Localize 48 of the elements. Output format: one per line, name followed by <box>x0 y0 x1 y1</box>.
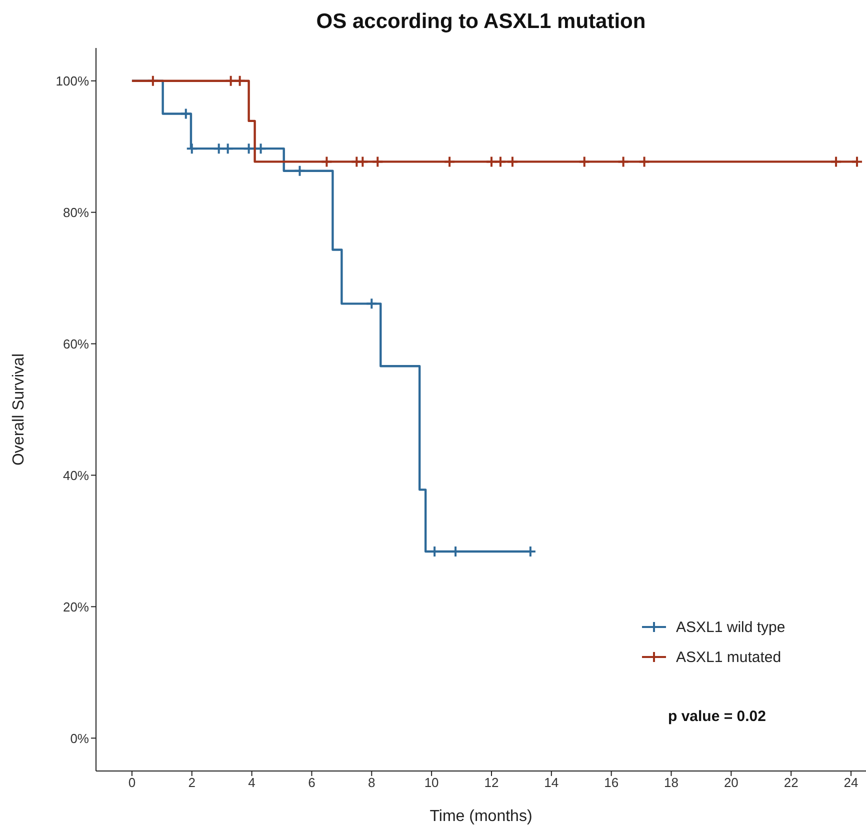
point <box>212 142 225 155</box>
point <box>617 156 630 168</box>
y-tick-label: 20% <box>62 599 90 614</box>
x-tick-label: 14 <box>544 775 559 790</box>
point <box>254 142 267 155</box>
y-tick-label: 80% <box>62 204 90 220</box>
chart-title: OS according to ASXL1 mutation <box>315 10 647 34</box>
x-tick-label: 12 <box>484 775 499 790</box>
x-tick-label: 10 <box>424 775 439 790</box>
point <box>224 74 237 87</box>
point <box>638 156 650 168</box>
point <box>366 298 378 310</box>
y-tick-label: 40% <box>62 468 90 483</box>
x-axis-title: Time (months) <box>430 808 532 825</box>
x-tick-label: 22 <box>784 775 798 790</box>
point <box>830 156 842 168</box>
point <box>242 142 255 155</box>
x-tick-label: 6 <box>308 775 316 790</box>
point <box>180 108 192 120</box>
x-tick-label: 24 <box>844 775 858 790</box>
point <box>485 156 498 168</box>
legend-label: ASXL1 mutated <box>676 648 782 666</box>
point <box>506 156 518 168</box>
point <box>234 74 246 87</box>
point <box>578 156 590 168</box>
x-tick-label: 8 <box>368 775 376 790</box>
point <box>372 156 384 168</box>
annotation: p value = 0.02 <box>668 708 766 725</box>
point <box>356 156 369 168</box>
point <box>494 156 506 168</box>
legend-label: ASXL1 wild type <box>676 618 786 636</box>
x-tick-label: 2 <box>188 775 196 790</box>
y-axis-title: Overall Survival <box>10 353 28 466</box>
y-tick-label: 60% <box>62 336 90 352</box>
point <box>444 156 456 168</box>
point <box>222 142 234 155</box>
point <box>320 156 333 168</box>
point <box>146 74 159 87</box>
point <box>186 142 198 155</box>
x-tick-label: 16 <box>604 775 619 790</box>
x-tick-label: 4 <box>248 775 256 790</box>
point <box>851 156 864 168</box>
x-tick-label: 20 <box>724 775 738 790</box>
point <box>294 164 306 177</box>
x-tick-label: 0 <box>128 775 136 790</box>
y-tick-label: 0% <box>70 730 90 746</box>
y-tick-label: 100% <box>56 73 90 88</box>
x-tick-label: 18 <box>664 775 678 790</box>
